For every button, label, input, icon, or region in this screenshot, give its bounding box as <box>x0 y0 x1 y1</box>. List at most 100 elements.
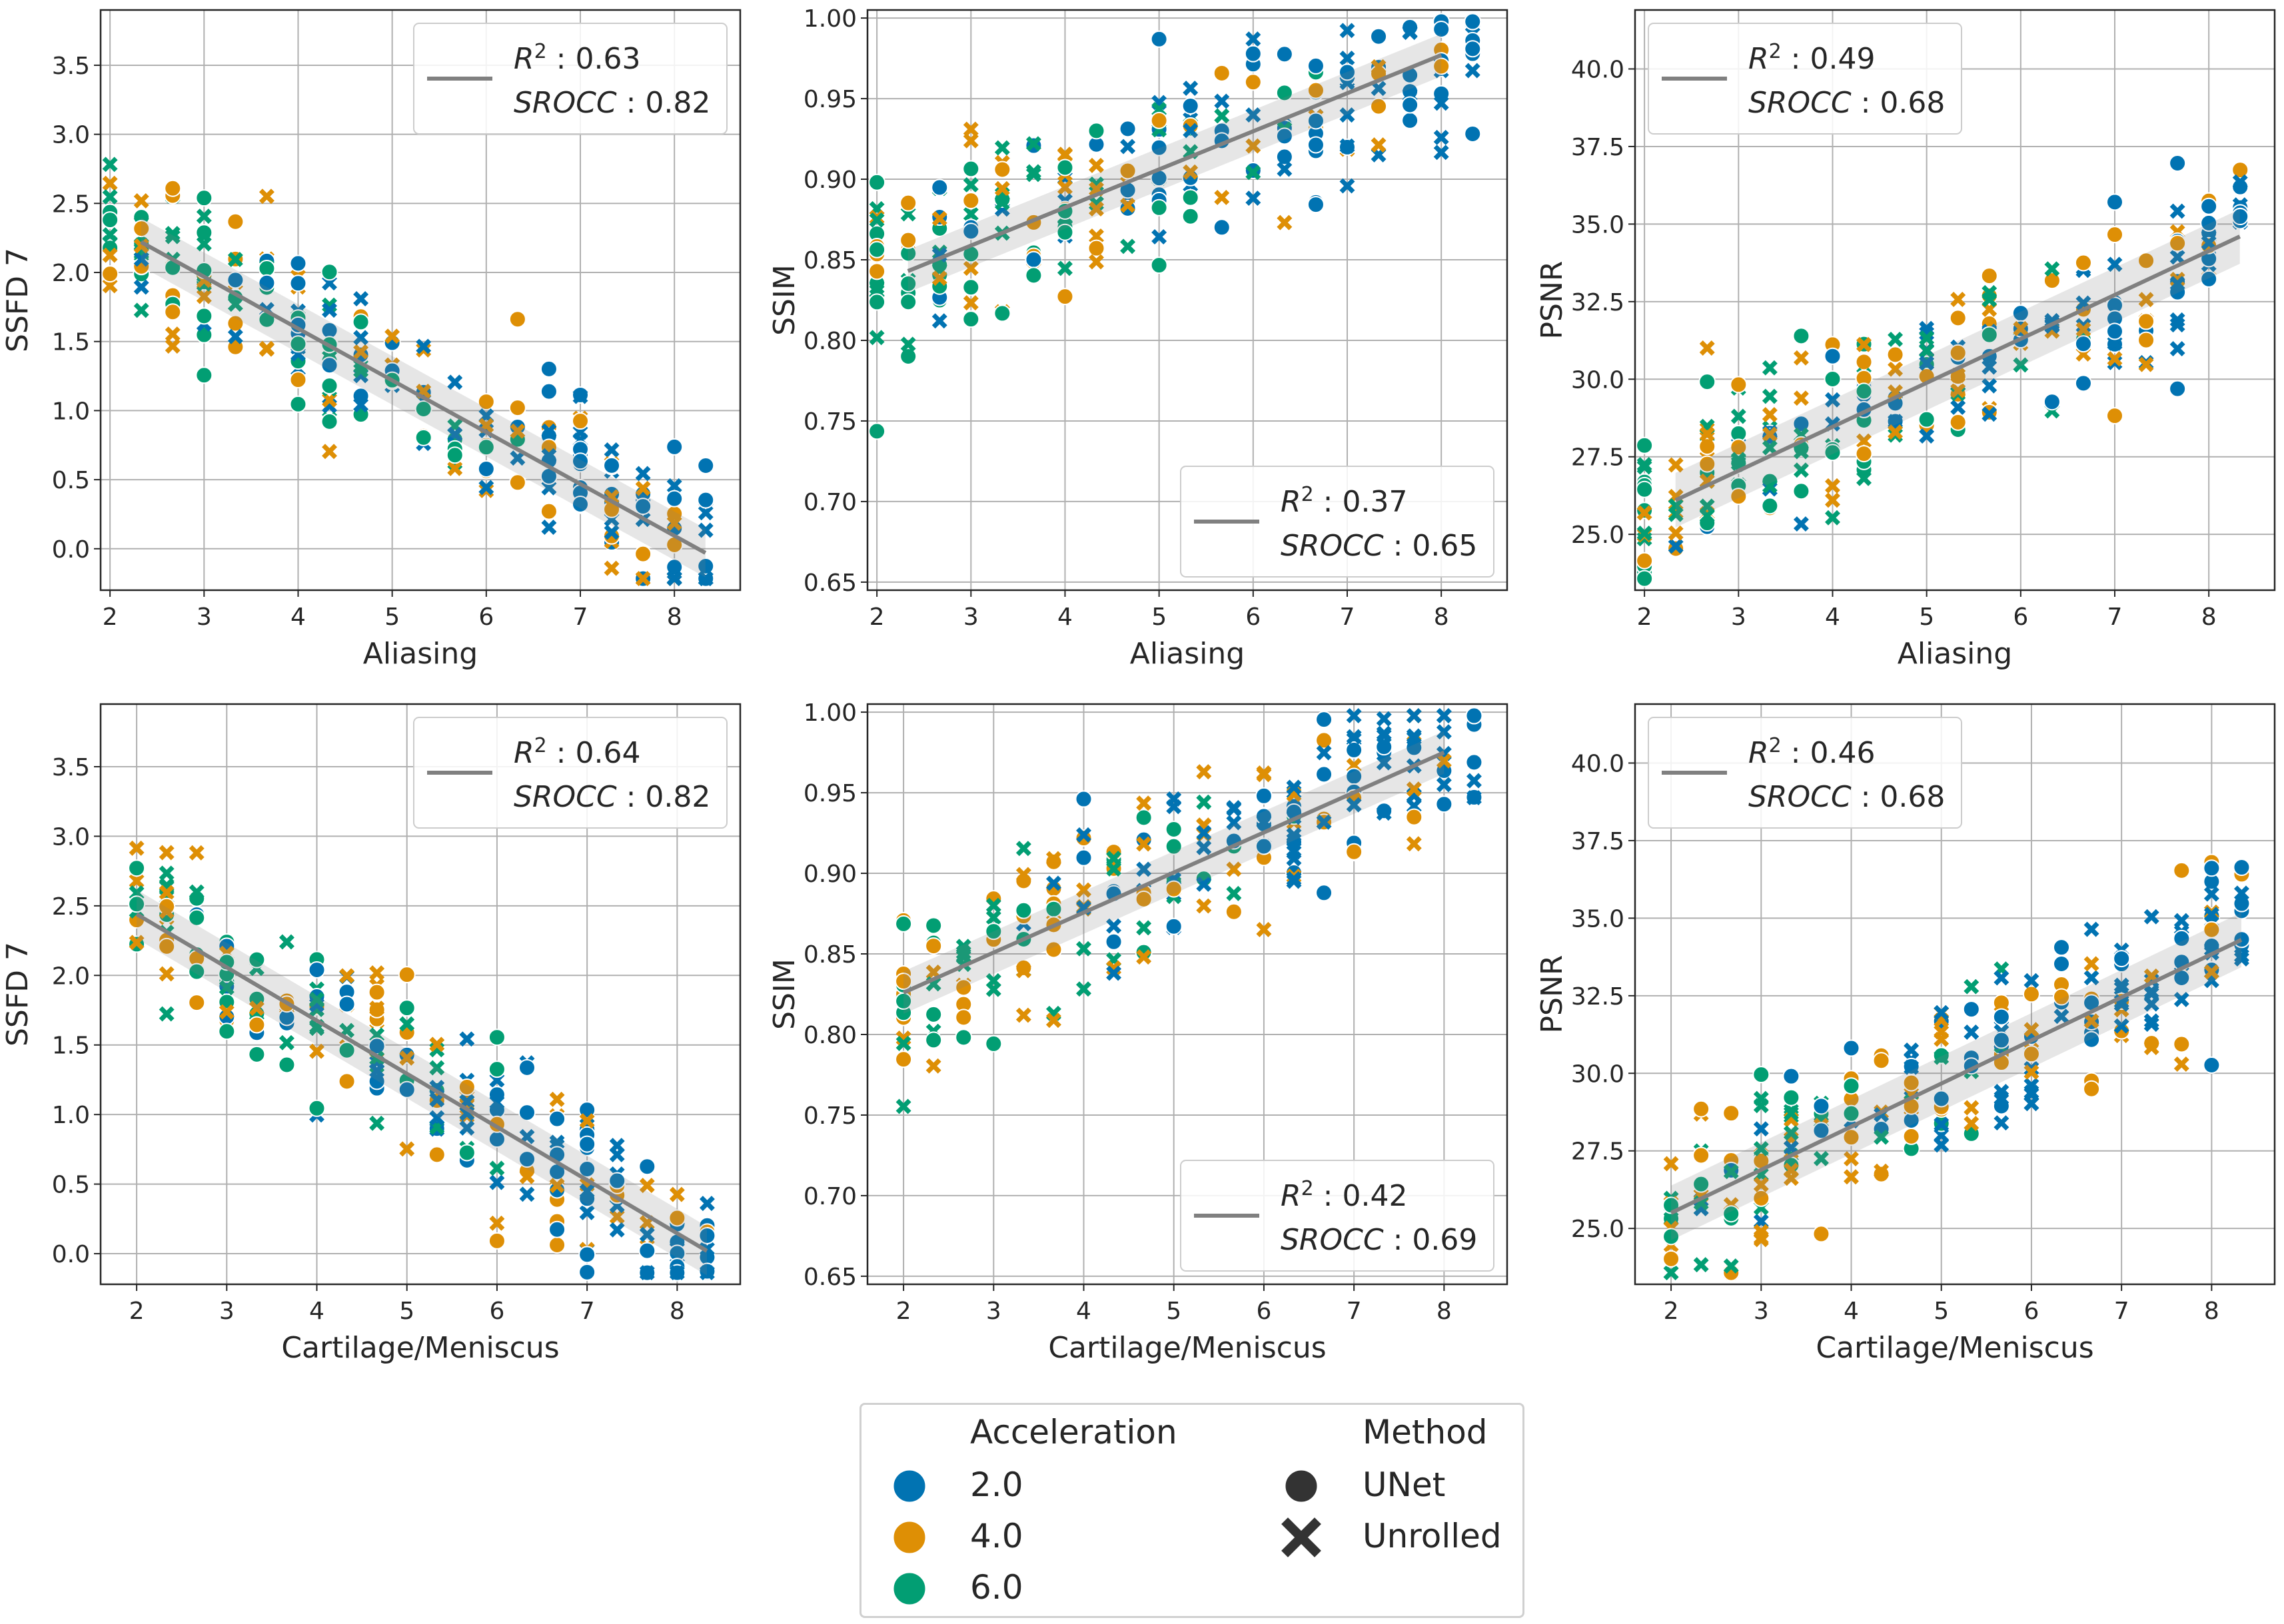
data-point-unrolled <box>189 845 205 861</box>
data-point-unrolled <box>1753 1121 1769 1137</box>
fit-legend-box <box>413 23 728 135</box>
data-point-unrolled <box>1466 773 1482 789</box>
data-point-unrolled <box>489 1160 505 1176</box>
data-point-unet <box>1181 97 1199 115</box>
data-point-unet <box>508 399 526 417</box>
y-tick-label: 0.95 <box>804 780 857 807</box>
data-point-unrolled <box>1824 492 1840 508</box>
data-point-unrolled <box>963 177 979 193</box>
fit-line <box>1674 234 2241 502</box>
data-point-unrolled <box>489 1174 505 1190</box>
data-point-unrolled <box>666 571 682 587</box>
fit-legend: R2 : 0.42 SROCC : 0.69 <box>1180 1160 1494 1272</box>
data-point-unrolled <box>963 295 979 311</box>
data-point-unet <box>1315 731 1333 749</box>
fit-line <box>135 912 708 1253</box>
data-point-unet <box>1918 410 1936 428</box>
data-point-unrolled <box>1339 107 1355 123</box>
x-tick-label: 2 <box>1664 1298 1679 1325</box>
data-point-unrolled <box>1668 525 1684 541</box>
data-point-unrolled <box>1919 330 1935 346</box>
x-tick-label: 4 <box>1825 604 1840 631</box>
data-point-unet <box>320 356 338 374</box>
data-point-unrolled <box>1844 1169 1859 1185</box>
data-point-unet <box>128 895 146 913</box>
data-point-unet <box>338 995 356 1013</box>
axes-frame <box>866 703 1508 1286</box>
y-tick-label: 3.0 <box>52 823 90 851</box>
data-point-unrolled <box>227 252 243 268</box>
x-tick-label: 5 <box>1934 1298 1949 1325</box>
x-tick-label: 8 <box>2204 1298 2219 1325</box>
axes-frame <box>1634 9 2276 592</box>
data-point-unet <box>320 263 338 281</box>
data-point-unrolled <box>1196 764 1212 780</box>
data-point-unet <box>548 1181 566 1199</box>
x-tick-label: 6 <box>1245 604 1261 631</box>
data-point-unet <box>2169 234 2187 252</box>
data-point-unrolled <box>1982 406 1998 422</box>
data-point-unet <box>572 496 589 514</box>
data-point-unrolled <box>399 1016 415 1032</box>
axes-frame <box>866 9 1508 592</box>
data-point-unrolled <box>869 330 885 346</box>
x-tick-label: 2 <box>103 604 118 631</box>
data-point-unrolled <box>1183 164 1199 180</box>
data-point-unrolled <box>1089 201 1105 217</box>
data-point-unrolled <box>1856 470 1872 486</box>
data-point-unet <box>1405 808 1423 826</box>
data-point-unrolled <box>1076 981 1091 997</box>
data-point-unrolled <box>429 1036 445 1052</box>
y-tick-label: 25.0 <box>1571 1216 1624 1243</box>
data-point-unet <box>1315 884 1333 902</box>
data-point-unet <box>1135 890 1153 908</box>
data-point-unrolled <box>1025 167 1041 183</box>
data-point-unet <box>931 179 949 197</box>
data-point-unet <box>1165 821 1183 839</box>
data-point-unrolled <box>1076 827 1091 843</box>
data-point-unrolled <box>955 945 971 961</box>
data-point-unet <box>1464 40 1482 58</box>
srocc-stat: SROCC : 0.69 <box>1281 1223 1477 1257</box>
data-point-unrolled <box>639 1226 655 1242</box>
y-tick-label: 35.0 <box>1571 211 1624 238</box>
data-point-unet <box>899 194 917 212</box>
data-point-unrolled <box>102 175 118 191</box>
x-tick-label: 8 <box>1436 1298 1452 1325</box>
y-axis-label: SSFD 7 <box>1 942 35 1046</box>
srocc-stat: SROCC : 0.68 <box>1748 780 1945 814</box>
y-tick-label: 0.70 <box>804 489 857 516</box>
data-point-unrolled <box>1699 340 1715 356</box>
fit-legend-box <box>1648 23 1962 135</box>
data-point-unet <box>572 452 589 470</box>
data-point-unet <box>899 293 917 311</box>
legend-marker-unrolled <box>1281 1517 1321 1557</box>
x-tick-label: 2 <box>1637 604 1652 631</box>
data-point-unrolled <box>1256 813 1272 829</box>
data-point-unet <box>195 189 213 207</box>
data-point-unet <box>1842 1077 1860 1095</box>
data-point-unrolled <box>1730 408 1746 424</box>
data-point-unrolled <box>196 288 212 304</box>
data-point-unrolled <box>447 426 463 442</box>
data-point-unet <box>962 278 980 296</box>
data-point-unrolled <box>1015 841 1031 857</box>
data-point-unet <box>2143 1034 2161 1052</box>
data-point-unrolled <box>189 884 205 900</box>
data-point-unet <box>368 983 386 1001</box>
data-point-unet <box>477 460 495 478</box>
data-point-unet <box>1307 136 1325 154</box>
data-point-unrolled <box>1286 844 1302 860</box>
fit-legend: R2 : 0.49 SROCC : 0.68 <box>1648 23 1962 135</box>
x-axis-label: Aliasing <box>363 637 478 671</box>
x-axis-label: Cartilage/Meniscus <box>1816 1331 2093 1365</box>
data-point-unet <box>1949 344 1967 362</box>
data-point-unrolled <box>369 965 385 981</box>
data-point-unet <box>488 1060 506 1078</box>
data-point-unet <box>1792 327 1810 345</box>
data-point-unrolled <box>1762 426 1778 442</box>
data-point-unrolled <box>2113 1018 2129 1034</box>
data-point-unet <box>1872 1052 1890 1070</box>
data-point-unrolled <box>322 444 338 460</box>
data-point-unet <box>1135 943 1153 961</box>
